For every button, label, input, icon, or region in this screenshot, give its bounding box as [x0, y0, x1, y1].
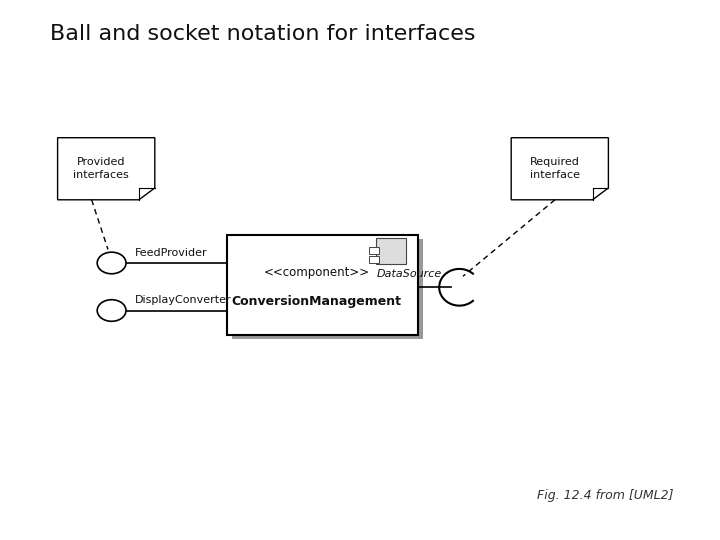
Circle shape [97, 252, 126, 274]
Bar [369, 247, 379, 254]
Bar [369, 256, 379, 263]
Bar [376, 238, 406, 264]
Text: <<component>>: <<component>> [264, 266, 369, 279]
Text: DisplayConverter: DisplayConverter [135, 295, 231, 305]
Polygon shape [511, 138, 608, 200]
Text: Fig. 12.4 from [UML2]: Fig. 12.4 from [UML2] [536, 489, 673, 502]
Text: Provided
interfaces: Provided interfaces [73, 157, 129, 180]
Text: ConversionManagement: ConversionManagement [231, 295, 402, 308]
Polygon shape [58, 138, 155, 200]
Text: Ball and socket notation for interfaces: Ball and socket notation for interfaces [50, 24, 476, 44]
Bar [232, 239, 423, 339]
Bar [227, 235, 418, 335]
Text: FeedProvider: FeedProvider [135, 247, 207, 258]
Text: Required
interface: Required interface [530, 157, 580, 180]
Text: DataSource: DataSource [377, 269, 442, 279]
Circle shape [97, 300, 126, 321]
